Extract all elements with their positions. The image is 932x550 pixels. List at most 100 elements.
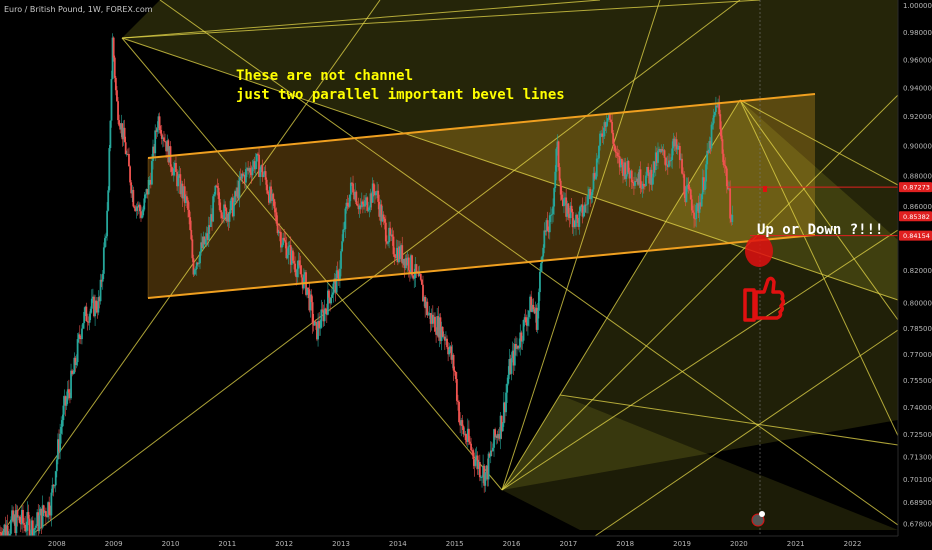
candle-body bbox=[437, 316, 440, 338]
candle-body bbox=[64, 396, 67, 406]
candle-body bbox=[369, 193, 372, 208]
candle-body bbox=[196, 262, 199, 264]
candle-body bbox=[372, 183, 375, 192]
candle-body bbox=[167, 140, 170, 163]
candle-body bbox=[489, 450, 492, 457]
candle-body bbox=[355, 191, 358, 205]
candle-body bbox=[106, 210, 109, 237]
candle-body bbox=[406, 257, 409, 266]
candle-body bbox=[111, 37, 114, 79]
candle-body bbox=[153, 146, 156, 154]
x-tick-label: 2008 bbox=[48, 540, 66, 548]
candle-body bbox=[6, 525, 9, 540]
candle-body bbox=[695, 204, 698, 219]
candle-body bbox=[556, 141, 559, 149]
candle-body bbox=[180, 183, 183, 195]
target-marker[interactable] bbox=[745, 186, 773, 267]
candle-body bbox=[577, 218, 580, 227]
candle-body bbox=[332, 283, 335, 295]
candle-body bbox=[114, 77, 117, 91]
candle-body bbox=[104, 238, 106, 248]
candle-body bbox=[417, 272, 420, 277]
candle-body bbox=[340, 251, 342, 269]
candle-body bbox=[535, 307, 538, 330]
lower-bevel-line[interactable] bbox=[147, 234, 816, 299]
candle-body bbox=[568, 213, 571, 218]
candle-body bbox=[696, 203, 699, 205]
candle-body bbox=[158, 116, 161, 131]
candle-body bbox=[282, 237, 284, 245]
candle-body bbox=[638, 169, 641, 185]
candle-body bbox=[579, 207, 582, 212]
candle-body bbox=[216, 185, 219, 188]
candle-body bbox=[460, 420, 463, 426]
candle-body bbox=[505, 392, 507, 413]
candle-body bbox=[457, 400, 459, 402]
candle-body bbox=[694, 218, 697, 220]
candle-body bbox=[655, 152, 658, 163]
candle-body bbox=[682, 173, 685, 175]
event-icon[interactable] bbox=[751, 511, 765, 527]
candle-body bbox=[589, 188, 592, 200]
candle-body bbox=[11, 510, 13, 520]
x-tick-label: 2022 bbox=[844, 540, 862, 548]
candle-body bbox=[455, 379, 458, 401]
candle-body bbox=[717, 102, 719, 108]
candle-body bbox=[396, 247, 399, 263]
candle-body bbox=[43, 511, 46, 513]
candle-body bbox=[438, 317, 441, 338]
candle-body bbox=[712, 115, 715, 124]
time-axis[interactable]: 2008 2009 2010 2011 2012 2013 2014 2015 2016 2017… bbox=[48, 540, 862, 548]
candle-body bbox=[594, 176, 597, 179]
candle-body bbox=[304, 272, 306, 275]
candle-body bbox=[485, 465, 488, 473]
fan-lines[interactable] bbox=[0, 0, 901, 537]
price-badge bbox=[899, 182, 932, 193]
candle-body bbox=[24, 524, 27, 532]
candle-body bbox=[405, 258, 408, 266]
candle-body bbox=[3, 524, 6, 533]
candle-body bbox=[425, 301, 428, 309]
candle-body bbox=[59, 433, 62, 452]
candle-body bbox=[427, 314, 430, 316]
x-tick-label: 2013 bbox=[332, 540, 350, 548]
candle-body bbox=[66, 389, 69, 399]
time-axis-background bbox=[0, 536, 932, 550]
candle-body bbox=[661, 149, 664, 152]
candle-body bbox=[401, 245, 404, 264]
candle-body bbox=[166, 140, 169, 152]
candle-body bbox=[321, 309, 324, 311]
candle-body bbox=[334, 278, 337, 293]
candle-body bbox=[0, 532, 2, 539]
candle-body bbox=[517, 345, 519, 349]
price-axis[interactable]: 1.00000 0.98000 0.96000 0.94000 0.92000 0.900… bbox=[903, 2, 932, 529]
candle-body bbox=[675, 139, 678, 150]
candle-body bbox=[621, 159, 623, 165]
y-tick-label: 0.72500 bbox=[903, 431, 932, 439]
candle-body bbox=[595, 158, 598, 177]
candle-body bbox=[118, 120, 121, 126]
drawing-fills bbox=[122, 0, 898, 530]
candle-body bbox=[131, 189, 134, 194]
upper-bevel-line[interactable] bbox=[147, 93, 816, 159]
candle-body bbox=[238, 176, 241, 199]
candle-body bbox=[132, 189, 135, 207]
candle-body bbox=[200, 242, 203, 252]
candle-body bbox=[310, 294, 313, 303]
candle-body bbox=[363, 204, 365, 207]
candle-body bbox=[351, 182, 353, 184]
candle-body bbox=[262, 174, 265, 177]
candle-body bbox=[260, 165, 263, 170]
candle-body bbox=[545, 220, 548, 232]
candle-body bbox=[368, 207, 371, 211]
x-tick-label: 2018 bbox=[616, 540, 634, 548]
candle-body bbox=[418, 273, 421, 277]
candle-body bbox=[701, 177, 704, 195]
bevel-lines[interactable] bbox=[147, 93, 816, 299]
candle-body bbox=[164, 141, 166, 142]
candle-body bbox=[502, 402, 505, 424]
candle-body bbox=[570, 205, 573, 212]
candle-body bbox=[228, 212, 231, 222]
candle-body bbox=[436, 316, 439, 335]
